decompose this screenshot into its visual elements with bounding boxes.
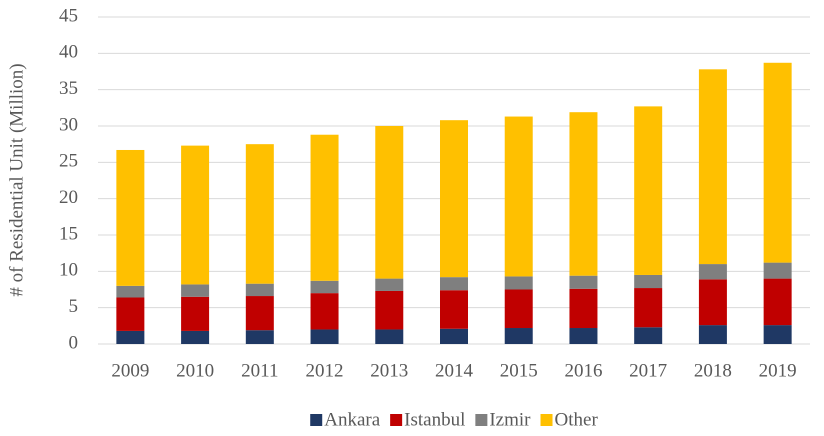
bar-segment <box>698 264 727 280</box>
bar-segment <box>698 279 727 326</box>
bar-segment <box>763 325 792 344</box>
bar-segment <box>181 330 210 344</box>
bar-segment <box>763 62 792 263</box>
bar-segment <box>569 275 598 289</box>
bar-segment <box>698 325 727 344</box>
bar-segment <box>116 149 145 286</box>
legend-swatch <box>310 414 323 426</box>
bar-segment <box>375 278 404 291</box>
y-tick-label: 25 <box>59 151 78 172</box>
y-tick-label: 10 <box>59 260 78 281</box>
bar-segment <box>440 290 468 329</box>
legend-label: Izmir <box>489 409 531 430</box>
x-tick-label: 2019 <box>759 360 797 381</box>
bar-segment <box>698 69 727 265</box>
bar-segment <box>375 329 404 344</box>
x-tick-label: 2017 <box>629 360 667 381</box>
bar-segment <box>116 297 145 331</box>
bar-segment <box>375 126 404 279</box>
x-tick-label: 2014 <box>435 360 474 381</box>
y-tick-label: 5 <box>69 296 79 317</box>
x-tick-label: 2009 <box>111 360 149 381</box>
bar-segment <box>116 330 145 344</box>
bar-segment <box>245 330 274 344</box>
bar-segment <box>504 289 533 329</box>
bar-segment <box>569 112 598 276</box>
x-tick-label: 2012 <box>306 360 344 381</box>
y-tick-label: 0 <box>69 332 79 353</box>
bar-segment <box>569 288 598 329</box>
y-tick-label: 35 <box>59 78 78 99</box>
bar-segment <box>763 262 792 279</box>
bar-segment <box>569 328 598 344</box>
y-tick-label: 20 <box>59 187 78 208</box>
bar-segment <box>763 278 792 326</box>
bar-segment <box>375 290 404 330</box>
bar-segment <box>634 274 663 289</box>
bar-segment <box>440 328 468 344</box>
legend-swatch <box>475 414 488 426</box>
bar-segment <box>181 145 210 285</box>
x-tick-label: 2015 <box>500 360 538 381</box>
legend-label: Other <box>555 409 599 430</box>
y-axis-label: # of Residential Unit (Million) <box>6 63 27 296</box>
legend-swatch <box>540 414 553 426</box>
bar-segment <box>310 280 339 294</box>
bar-segment <box>634 327 663 344</box>
y-tick-label: 15 <box>59 223 78 244</box>
legend-label: Istanbul <box>404 409 465 430</box>
bar-segment <box>181 284 210 297</box>
bar-segment <box>310 134 339 281</box>
bar-segment <box>245 296 274 331</box>
bar-segment <box>504 116 533 277</box>
x-tick-label: 2018 <box>694 360 732 381</box>
y-tick-label: 30 <box>59 114 78 135</box>
bar-segment <box>310 293 339 330</box>
x-tick-label: 2010 <box>176 360 214 381</box>
y-tick-label: 40 <box>59 42 78 63</box>
x-tick-label: 2011 <box>241 360 278 381</box>
bar-segment <box>245 144 274 284</box>
bar-segment <box>504 328 533 344</box>
bar-segment <box>310 329 339 344</box>
x-tick-label: 2013 <box>370 360 408 381</box>
x-tick-label: 2016 <box>564 360 602 381</box>
legend-label: Ankara <box>324 409 380 430</box>
bar-segment <box>245 283 274 297</box>
bar-segment <box>116 285 145 298</box>
bar-segment <box>440 277 468 291</box>
bar-segment <box>634 288 663 328</box>
bar-segment <box>634 106 663 275</box>
y-tick-label: 45 <box>59 5 78 26</box>
bar-segment <box>504 276 533 290</box>
legend-swatch <box>390 414 403 426</box>
bar-segment <box>181 296 210 331</box>
bar-segment <box>440 120 468 278</box>
